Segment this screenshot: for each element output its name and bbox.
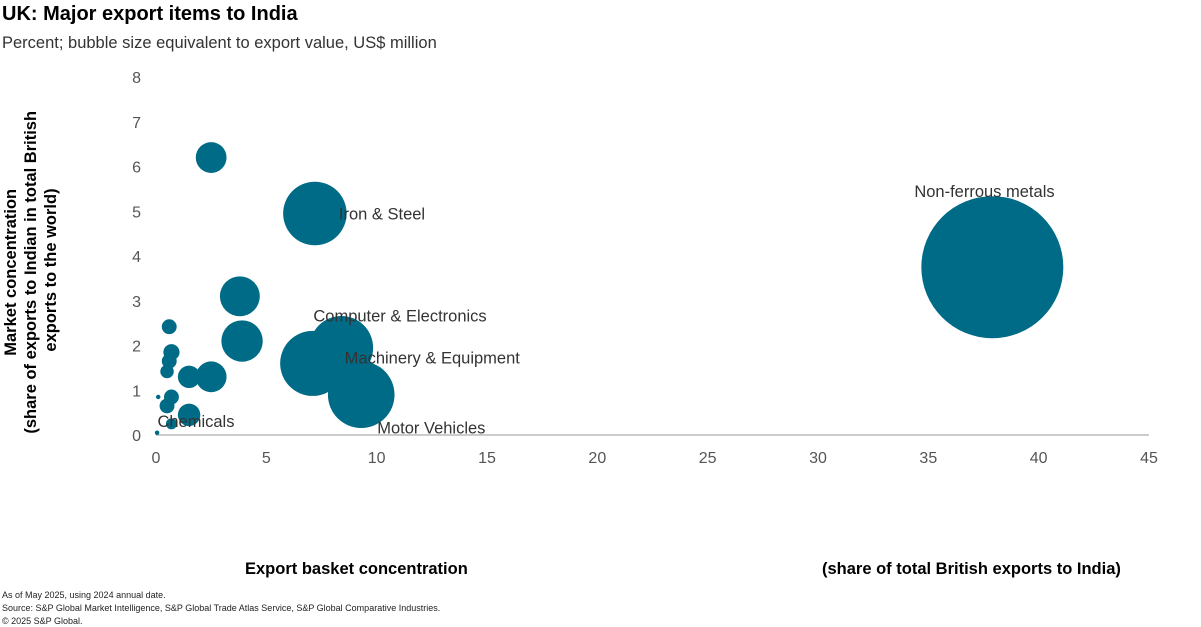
bubble: [195, 361, 227, 393]
x-tick-label: 10: [368, 450, 386, 467]
x-axis-title-note: (share of total British exports to India…: [822, 560, 1121, 578]
chart-title: UK: Major export items to India: [2, 3, 298, 25]
bubble: [161, 319, 177, 335]
bubble: [155, 394, 161, 400]
bubble-label-motor-vehicles: Motor Vehicles: [377, 420, 485, 438]
bubbles-group: [154, 142, 1064, 436]
bubble: [160, 364, 174, 379]
chart-subtitle: Percent; bubble size equivalent to expor…: [2, 34, 437, 52]
footnote-source: Source: S&P Global Market Intelligence, …: [2, 603, 441, 613]
y-tick-label: 5: [132, 204, 141, 221]
bubble-label-computer-electronics: Computer & Electronics: [313, 308, 486, 326]
bubble-machinery-equipment: [280, 330, 346, 396]
x-tick-label: 5: [262, 450, 271, 467]
bubble-label-chemicals: Chemicals: [157, 413, 234, 431]
x-tick-label: 25: [699, 450, 717, 467]
bubble: [161, 353, 177, 369]
bubble-chemicals: [165, 418, 177, 430]
y-axis-title-line2: (share of exports to Indian in total Bri…: [22, 111, 40, 434]
y-tick-label: 8: [132, 70, 141, 87]
x-tick-label: 45: [1140, 450, 1158, 467]
x-tick-label: 40: [1030, 450, 1048, 467]
footnote-copyright: © 2025 S&P Global.: [2, 616, 83, 626]
bubble: [177, 403, 201, 427]
x-axis: 0 5 10 15 20 25 30 35 40 45: [152, 450, 1158, 467]
x-tick-label: 35: [919, 450, 937, 467]
y-axis-title-line1: Market concentration: [2, 189, 20, 356]
y-tick-label: 6: [132, 160, 141, 177]
bubble: [221, 320, 263, 362]
bubble-motor-vehicles: [327, 361, 395, 429]
y-axis: 0 1 2 3 4 5 6 7 8: [132, 70, 141, 445]
x-tick-label: 15: [478, 450, 496, 467]
bubble-label-iron-steel: Iron & Steel: [339, 205, 425, 223]
x-tick-label: 0: [152, 450, 161, 467]
bubble: [219, 276, 260, 317]
bubble: [159, 398, 175, 414]
y-tick-label: 1: [132, 383, 141, 400]
y-tick-label: 3: [132, 294, 141, 311]
y-axis-title-line3: exports to the world): [42, 188, 60, 351]
bubble-label-non-ferrous-metals: Non-ferrous metals: [914, 183, 1054, 201]
bubble-non-ferrous-metals: [921, 196, 1064, 339]
footnote-date: As of May 2025, using 2024 annual date.: [2, 590, 166, 600]
bubble: [177, 365, 201, 389]
bubble-labels-group: Non-ferrous metals Iron & Steel Computer &…: [157, 183, 1054, 438]
bubble: [195, 142, 227, 173]
bubble-iron-steel: [283, 181, 347, 246]
bubble: [154, 430, 160, 436]
x-tick-label: 30: [809, 450, 827, 467]
x-axis-title: Export basket concentration: [245, 560, 468, 578]
bubble-label-machinery-equipment: Machinery & Equipment: [345, 349, 521, 367]
y-tick-label: 0: [132, 428, 141, 445]
y-axis-title: Market concentration (share of exports t…: [2, 106, 60, 433]
y-tick-label: 2: [132, 339, 141, 356]
y-tick-label: 4: [132, 249, 141, 266]
x-tick-label: 20: [588, 450, 606, 467]
y-tick-label: 7: [132, 115, 141, 132]
